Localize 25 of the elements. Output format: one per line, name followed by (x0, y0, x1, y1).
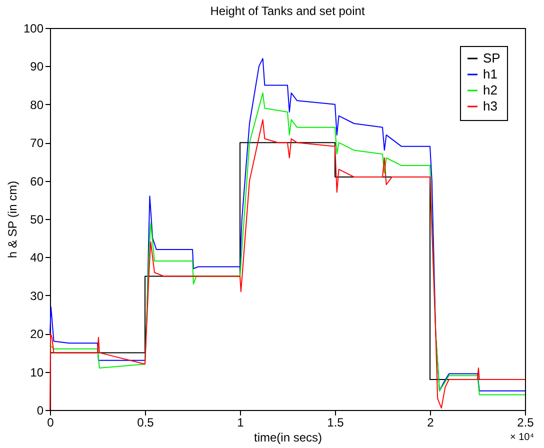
y-tick-label: 100 (23, 22, 44, 36)
y-axis-title: h & SP (in cm) (5, 180, 20, 258)
x-tick-label: 0 (47, 416, 54, 430)
y-tick-label: 90 (30, 60, 44, 74)
x-tick-label: 2 (427, 416, 434, 430)
y-tick-label: 40 (30, 250, 44, 265)
y-tick-label: 30 (30, 288, 44, 303)
legend-label: h3 (483, 98, 498, 114)
y-tick-label: 80 (30, 98, 44, 112)
legend-label: SP (483, 50, 500, 66)
y-tick-label: 70 (30, 136, 44, 150)
x-axis-title: time(in secs) (254, 430, 322, 444)
y-tick-label: 10 (30, 365, 44, 380)
x-tick-label: 2.5 (517, 416, 534, 430)
y-tick-label: 60 (30, 174, 44, 188)
x-tick-label: 1 (237, 416, 244, 430)
x-tick-label: 0.5 (137, 416, 154, 430)
y-tick-label: 50 (30, 212, 44, 226)
legend-label: h1 (483, 66, 498, 82)
chart-title: Height of Tanks and set point (210, 4, 366, 18)
y-tick-label: 0 (36, 404, 44, 418)
legend-label: h2 (483, 82, 498, 98)
text: × 10⁴ (510, 432, 534, 443)
y-tick-label: 20 (30, 327, 44, 342)
x-tick-label: 1.5 (327, 416, 344, 430)
